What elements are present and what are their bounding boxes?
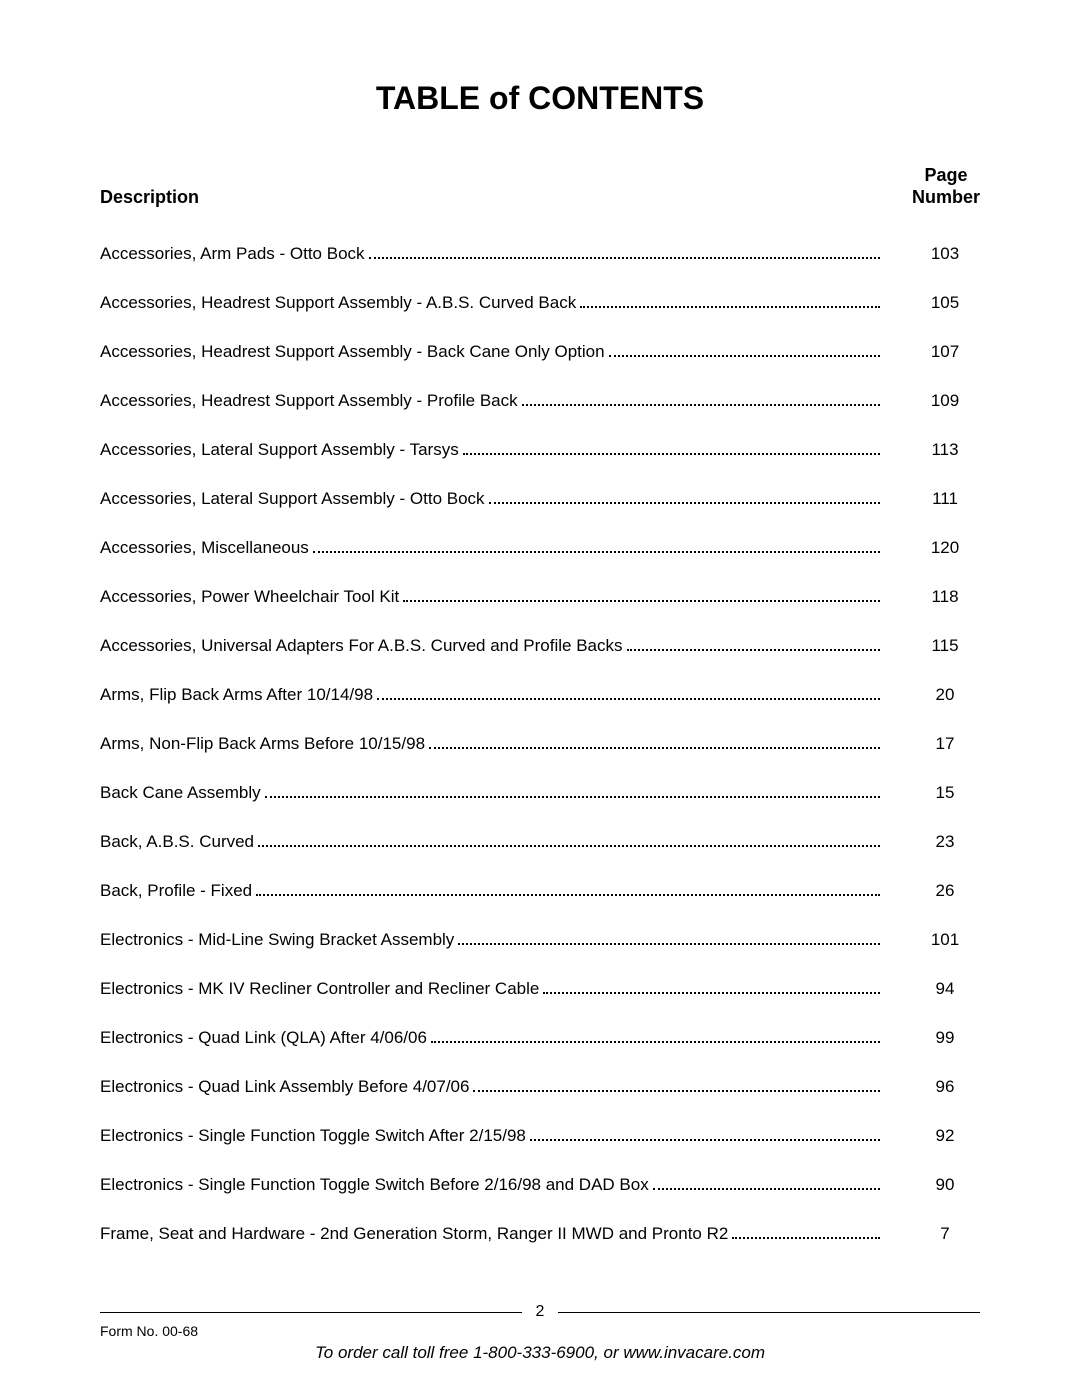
toc-page-number: 101 [910, 930, 980, 950]
toc-page-number: 96 [910, 1077, 980, 1097]
toc-page-number: 15 [910, 783, 980, 803]
toc-row: Accessories, Arm Pads - Otto Bock 103 [100, 244, 980, 264]
toc-row: Electronics - Mid-Line Swing Bracket Ass… [100, 930, 980, 950]
toc-row: Electronics - Single Function Toggle Swi… [100, 1175, 980, 1195]
toc-page-number: 109 [910, 391, 980, 411]
toc-row: Electronics - Quad Link Assembly Before … [100, 1077, 980, 1097]
toc-description: Back, Profile - Fixed [100, 881, 252, 901]
toc-row: Frame, Seat and Hardware - 2nd Generatio… [100, 1224, 980, 1244]
toc-leader-dots [627, 649, 880, 651]
toc-description: Electronics - Quad Link (QLA) After 4/06… [100, 1028, 427, 1048]
toc-page-number: 103 [910, 244, 980, 264]
toc-description: Accessories, Headrest Support Assembly -… [100, 293, 576, 313]
toc-description: Back Cane Assembly [100, 783, 261, 803]
toc-description: Arms, Non-Flip Back Arms Before 10/15/98 [100, 734, 425, 754]
header-description: Description [100, 187, 199, 208]
toc-leader-dots [256, 894, 880, 896]
page-title: TABLE of CONTENTS [100, 80, 980, 117]
toc-description: Electronics - MK IV Recliner Controller … [100, 979, 539, 999]
toc-page-number: 115 [910, 636, 980, 656]
toc-page-number: 23 [910, 832, 980, 852]
toc-description: Accessories, Miscellaneous [100, 538, 309, 558]
toc-description: Back, A.B.S. Curved [100, 832, 254, 852]
toc-leader-dots [265, 796, 880, 798]
toc-description: Frame, Seat and Hardware - 2nd Generatio… [100, 1224, 728, 1244]
toc-page-number: 26 [910, 881, 980, 901]
toc-row: Back Cane Assembly 15 [100, 783, 980, 803]
footer-top-row: 2 [100, 1303, 980, 1321]
toc-list: Accessories, Arm Pads - Otto Bock103Acce… [100, 244, 980, 1244]
header-page-line1: Page [924, 165, 967, 185]
toc-row: Accessories, Lateral Support Assembly - … [100, 440, 980, 460]
toc-leader-dots [473, 1090, 880, 1092]
toc-description: Accessories, Universal Adapters For A.B.… [100, 636, 623, 656]
toc-row: Accessories, Headrest Support Assembly -… [100, 391, 980, 411]
toc-leader-dots [489, 502, 880, 504]
page-footer: 2 Form No. 00-68 To order call toll free… [100, 1303, 980, 1363]
toc-page-number: 94 [910, 979, 980, 999]
toc-leader-dots [403, 600, 880, 602]
toc-row: Back, A.B.S. Curved 23 [100, 832, 980, 852]
toc-row: Electronics - Quad Link (QLA) After 4/06… [100, 1028, 980, 1048]
document-page: TABLE of CONTENTS Description Page Numbe… [0, 0, 1080, 1397]
footer-rule-left [100, 1312, 522, 1313]
toc-leader-dots [458, 943, 880, 945]
toc-page-number: 118 [910, 587, 980, 607]
toc-row: Accessories, Lateral Support Assembly - … [100, 489, 980, 509]
toc-leader-dots [429, 747, 880, 749]
toc-leader-dots [543, 992, 880, 994]
toc-row: Back, Profile - Fixed 26 [100, 881, 980, 901]
toc-description: Accessories, Power Wheelchair Tool Kit [100, 587, 399, 607]
toc-description: Electronics - Quad Link Assembly Before … [100, 1077, 469, 1097]
toc-description: Accessories, Arm Pads - Otto Bock [100, 244, 365, 264]
toc-leader-dots [463, 453, 880, 455]
header-page-number: Page Number [912, 165, 980, 208]
toc-page-number: 111 [910, 489, 980, 509]
toc-row: Accessories, Universal Adapters For A.B.… [100, 636, 980, 656]
toc-description: Electronics - Mid-Line Swing Bracket Ass… [100, 930, 454, 950]
toc-page-number: 92 [910, 1126, 980, 1146]
toc-description: Electronics - Single Function Toggle Swi… [100, 1175, 649, 1195]
toc-leader-dots [377, 698, 880, 700]
toc-leader-dots [258, 845, 880, 847]
toc-leader-dots [580, 306, 880, 308]
toc-row: Accessories, Headrest Support Assembly -… [100, 293, 980, 313]
toc-row: Arms, Non-Flip Back Arms Before 10/15/98… [100, 734, 980, 754]
toc-page-number: 7 [910, 1224, 980, 1244]
toc-row: Electronics - Single Function Toggle Swi… [100, 1126, 980, 1146]
toc-page-number: 105 [910, 293, 980, 313]
toc-leader-dots [369, 257, 880, 259]
toc-leader-dots [732, 1237, 880, 1239]
toc-page-number: 107 [910, 342, 980, 362]
toc-leader-dots [522, 404, 880, 406]
toc-page-number: 99 [910, 1028, 980, 1048]
toc-leader-dots [313, 551, 880, 553]
toc-page-number: 20 [910, 685, 980, 705]
footer-page-number: 2 [522, 1303, 559, 1321]
toc-page-number: 17 [910, 734, 980, 754]
toc-page-number: 120 [910, 538, 980, 558]
toc-row: Accessories, Miscellaneous 120 [100, 538, 980, 558]
toc-page-number: 113 [910, 440, 980, 460]
footer-contact-line: To order call toll free 1-800-333-6900, … [100, 1343, 980, 1363]
toc-leader-dots [431, 1041, 880, 1043]
toc-leader-dots [530, 1139, 880, 1141]
toc-leader-dots [653, 1188, 880, 1190]
toc-description: Electronics - Single Function Toggle Swi… [100, 1126, 526, 1146]
toc-row: Electronics - MK IV Recliner Controller … [100, 979, 980, 999]
toc-description: Accessories, Lateral Support Assembly - … [100, 440, 459, 460]
toc-description: Accessories, Lateral Support Assembly - … [100, 489, 485, 509]
toc-description: Accessories, Headrest Support Assembly -… [100, 391, 518, 411]
footer-rule-right [558, 1312, 980, 1313]
toc-page-number: 90 [910, 1175, 980, 1195]
toc-row: Accessories, Headrest Support Assembly -… [100, 342, 980, 362]
footer-form-number: Form No. 00-68 [100, 1323, 980, 1339]
toc-row: Accessories, Power Wheelchair Tool Kit 11… [100, 587, 980, 607]
toc-leader-dots [609, 355, 880, 357]
toc-description: Accessories, Headrest Support Assembly -… [100, 342, 605, 362]
header-page-line2: Number [912, 187, 980, 207]
toc-row: Arms, Flip Back Arms After 10/14/98 20 [100, 685, 980, 705]
toc-header-row: Description Page Number [100, 165, 980, 208]
toc-description: Arms, Flip Back Arms After 10/14/98 [100, 685, 373, 705]
